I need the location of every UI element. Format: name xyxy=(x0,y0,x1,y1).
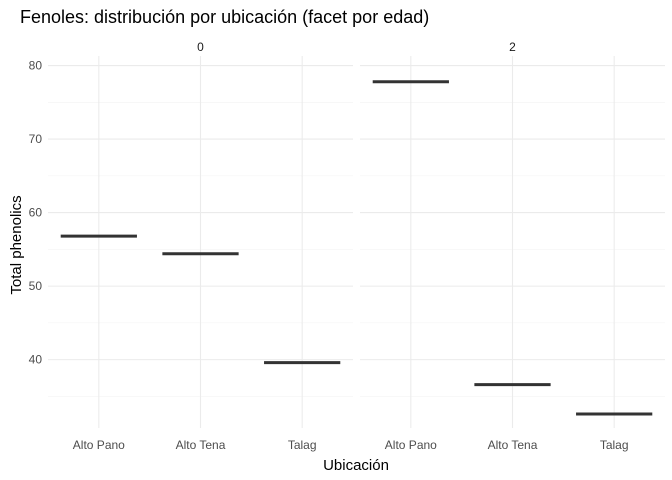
facet-panel-2: 2 Alto Pano Alto Tena Talag xyxy=(360,40,665,452)
facet-panel-0: 0 Alto Pano Alto Tena Talag xyxy=(48,40,353,452)
facet-strip-label: 0 xyxy=(197,40,204,54)
y-tick-label: 50 xyxy=(29,279,43,293)
chart-title: Fenoles: distribución por ubicación (fac… xyxy=(20,7,429,27)
x-tick-label: Alto Pano xyxy=(73,438,125,452)
y-tick-label: 80 xyxy=(29,59,43,73)
facet-strip-label: 2 xyxy=(509,40,516,54)
y-axis-title: Total phenolics xyxy=(8,195,25,294)
x-tick-label: Talag xyxy=(288,438,317,452)
x-tick-label: Alto Tena xyxy=(488,438,538,452)
y-tick-label: 40 xyxy=(29,353,43,367)
y-tick-label: 60 xyxy=(29,206,43,220)
facet-panels: 0 Alto Pano Alto Tena Talag 2 Alto Pano Alto T… xyxy=(48,40,665,452)
x-axis-title: Ubicación xyxy=(323,457,389,474)
y-axis-ticks: 40 50 60 70 80 xyxy=(29,59,43,367)
x-tick-label: Talag xyxy=(600,438,629,452)
x-tick-label: Alto Tena xyxy=(176,438,226,452)
y-tick-label: 70 xyxy=(29,132,43,146)
x-tick-label: Alto Pano xyxy=(385,438,437,452)
